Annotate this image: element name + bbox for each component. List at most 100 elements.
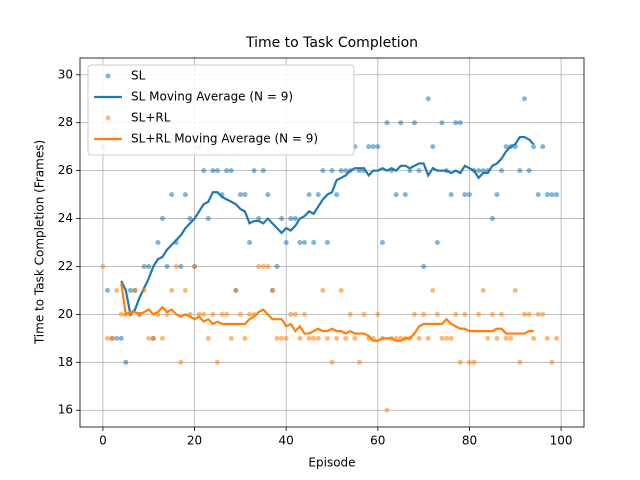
scatter-point bbox=[457, 120, 463, 126]
scatter-point bbox=[384, 407, 390, 413]
scatter-point bbox=[526, 311, 532, 317]
scatter-point bbox=[265, 192, 271, 198]
scatter-point bbox=[540, 144, 546, 150]
scatter-point bbox=[393, 192, 399, 198]
scatter-point bbox=[379, 240, 385, 245]
scatter-point bbox=[352, 335, 358, 341]
scatter-point bbox=[517, 168, 523, 174]
scatter-point bbox=[398, 120, 404, 126]
scatter-point bbox=[480, 287, 486, 293]
scatter-point bbox=[114, 287, 120, 293]
scatter-point bbox=[187, 216, 193, 222]
scatter-point bbox=[269, 287, 275, 293]
scatter-point bbox=[448, 335, 454, 341]
scatter-point bbox=[201, 168, 207, 174]
y-tick-label: 30 bbox=[58, 67, 73, 81]
scatter-point bbox=[407, 168, 413, 174]
scatter-point bbox=[315, 335, 321, 341]
legend-marker bbox=[105, 73, 111, 79]
scatter-point bbox=[256, 216, 262, 222]
scatter-point bbox=[242, 192, 248, 198]
scatter-point bbox=[196, 311, 202, 317]
scatter-point bbox=[489, 216, 495, 222]
scatter-point bbox=[283, 240, 289, 245]
y-tick-label: 20 bbox=[58, 307, 73, 321]
scatter-point bbox=[224, 311, 230, 317]
scatter-point bbox=[205, 335, 211, 341]
scatter-point bbox=[320, 168, 326, 174]
scatter-point bbox=[425, 335, 431, 341]
scatter-point bbox=[146, 263, 152, 269]
scatter-point bbox=[311, 240, 317, 245]
scatter-point bbox=[425, 96, 431, 102]
scatter-point bbox=[311, 335, 317, 341]
x-tick-label: 0 bbox=[99, 434, 107, 448]
y-tick-label: 28 bbox=[58, 115, 73, 129]
scatter-point bbox=[453, 311, 459, 317]
legend-marker bbox=[105, 115, 111, 121]
scatter-point bbox=[334, 192, 340, 198]
scatter-point bbox=[210, 311, 216, 317]
scatter-point bbox=[485, 335, 491, 341]
scatter-point bbox=[292, 311, 298, 317]
scatter-point bbox=[361, 311, 367, 317]
scatter-point bbox=[260, 168, 266, 174]
scatter-point bbox=[517, 359, 523, 365]
legend-label: SL bbox=[131, 69, 146, 83]
scatter-point bbox=[242, 335, 248, 341]
scatter-point bbox=[531, 144, 537, 150]
scatter-point bbox=[544, 192, 550, 198]
scatter-point bbox=[439, 335, 445, 341]
chart-title: Time to Task Completion bbox=[245, 35, 418, 51]
scatter-point bbox=[201, 311, 207, 317]
scatter-point bbox=[476, 168, 482, 174]
scatter-point bbox=[384, 120, 390, 126]
scatter-point bbox=[457, 359, 463, 365]
x-tick-label: 60 bbox=[370, 434, 385, 448]
scatter-point bbox=[283, 335, 289, 341]
scatter-point bbox=[471, 359, 477, 365]
scatter-point bbox=[233, 287, 239, 293]
scatter-point bbox=[256, 263, 262, 269]
x-tick-label: 80 bbox=[462, 434, 477, 448]
scatter-point bbox=[503, 335, 509, 341]
scatter-point bbox=[297, 335, 303, 341]
scatter-point bbox=[279, 335, 285, 341]
scatter-point bbox=[178, 263, 184, 269]
scatter-point bbox=[453, 120, 459, 126]
scatter-point bbox=[237, 311, 243, 317]
scatter-point bbox=[434, 240, 440, 245]
scatter-point bbox=[274, 335, 280, 341]
y-tick-label: 22 bbox=[58, 259, 73, 273]
scatter-point bbox=[214, 168, 220, 174]
scatter-point bbox=[512, 287, 518, 293]
scatter-point bbox=[338, 168, 344, 174]
scatter-point bbox=[288, 311, 294, 317]
scatter-point bbox=[324, 335, 330, 341]
scatter-point bbox=[132, 287, 138, 293]
scatter-point bbox=[476, 311, 482, 317]
x-tick-label: 100 bbox=[550, 434, 573, 448]
scatter-point bbox=[329, 168, 335, 174]
line-series bbox=[120, 135, 535, 317]
scatter-point bbox=[118, 311, 124, 317]
y-tick-label: 24 bbox=[58, 211, 73, 225]
scatter-point bbox=[260, 263, 266, 269]
scatter-point bbox=[146, 335, 152, 341]
scatter-point bbox=[462, 311, 468, 317]
scatter-point bbox=[306, 335, 312, 341]
scatter-point bbox=[466, 192, 472, 198]
scatter-point bbox=[375, 311, 381, 317]
scatter-point bbox=[164, 311, 170, 317]
axes-frame bbox=[79, 57, 585, 428]
scatter-point bbox=[123, 359, 129, 365]
scatter-point bbox=[411, 120, 417, 126]
scatter-point bbox=[214, 359, 220, 365]
scatter-point bbox=[329, 359, 335, 365]
scatter-point bbox=[499, 168, 505, 174]
scatter-point bbox=[104, 287, 110, 293]
scatter-point bbox=[159, 335, 165, 341]
scatter-point bbox=[356, 168, 362, 174]
scatter-point bbox=[366, 144, 372, 150]
